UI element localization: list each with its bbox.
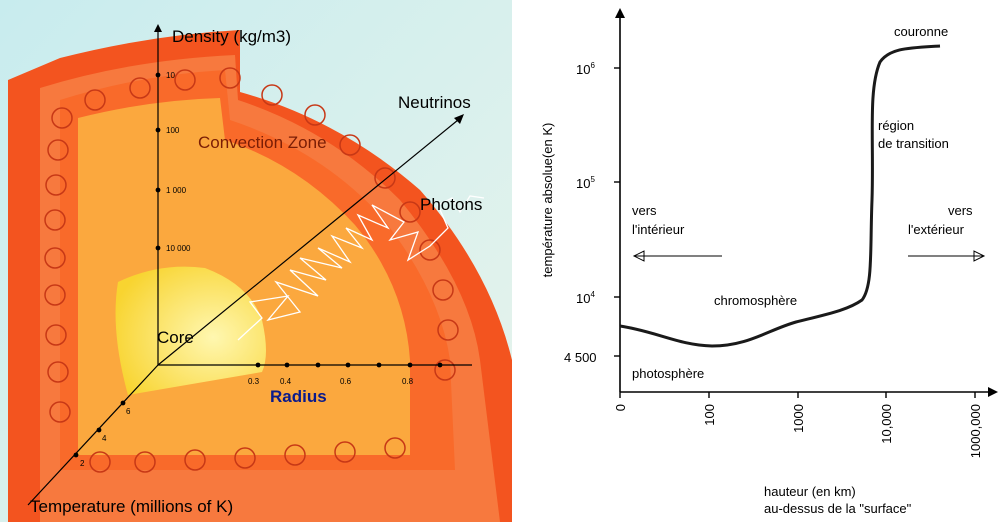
y-axis-label: température absolue(en K) bbox=[540, 123, 555, 278]
temperature-curve bbox=[619, 44, 941, 348]
photons-label: Photons bbox=[420, 195, 482, 214]
density-tick-label: 10 000 bbox=[166, 244, 191, 253]
core-label: Core bbox=[157, 328, 194, 347]
inward-label-line2: l'intérieur bbox=[632, 222, 685, 237]
x-tick-label: 0 bbox=[613, 404, 628, 411]
convection-zone-label: Convection Zone bbox=[198, 133, 327, 152]
x-tick-label: 100 bbox=[702, 404, 717, 426]
couronne-label: couronne bbox=[894, 24, 948, 39]
convection-cells bbox=[44, 67, 459, 473]
neutrino-arrowhead bbox=[454, 114, 464, 124]
y-axis-arrowhead bbox=[615, 8, 625, 18]
region-label-line2: de transition bbox=[878, 136, 949, 151]
chromosphere-label: chromosphère bbox=[714, 293, 797, 308]
y-tick-label: 4 500 bbox=[564, 350, 597, 365]
density-tick-marks bbox=[155, 72, 161, 251]
neutrinos-label: Neutrinos bbox=[398, 93, 471, 112]
photosphere-label: photosphère bbox=[632, 366, 704, 381]
x-axis-arrowhead bbox=[988, 387, 998, 397]
radius-tick-label: 0.8 bbox=[402, 377, 414, 386]
x-tick-label: 1000,000 bbox=[968, 404, 983, 458]
photon-random-walk bbox=[237, 195, 485, 341]
outward-label-line1: vers bbox=[948, 203, 973, 218]
temperature-tick-label: 6 bbox=[126, 407, 131, 416]
sun-diagram: 10 100 1 000 10 000 0.3 0.4 0.6 0.8 6 4 … bbox=[0, 0, 512, 522]
temperature-profile-chart: 106 105 104 4 500 température absolue(en… bbox=[528, 0, 1006, 522]
axes bbox=[27, 30, 472, 506]
radius-tick-marks bbox=[255, 362, 443, 368]
x-axis-label-line2: au-dessus de la "surface" bbox=[764, 501, 912, 516]
radius-label: Radius bbox=[270, 387, 327, 406]
x-tick-marks bbox=[619, 392, 976, 398]
x-tick-label: 10,000 bbox=[879, 404, 894, 444]
temperature-profile-panel: 106 105 104 4 500 température absolue(en… bbox=[528, 0, 1006, 522]
outward-label-line2: l'extérieur bbox=[908, 222, 965, 237]
radius-tick-label: 0.4 bbox=[280, 377, 292, 386]
density-axis-label: Density (kg/m3) bbox=[172, 27, 291, 46]
y-tick-label: 104 bbox=[576, 290, 595, 306]
outward-arrow bbox=[908, 250, 986, 262]
radius-tick-label: 0.3 bbox=[248, 377, 260, 386]
inward-arrow bbox=[632, 250, 722, 262]
temperature-tick-marks bbox=[73, 400, 126, 458]
density-tick-label: 1 000 bbox=[166, 186, 187, 195]
radius-tick-label: 0.6 bbox=[340, 377, 352, 386]
density-tick-label: 100 bbox=[166, 126, 180, 135]
region-label-line1: région bbox=[878, 118, 914, 133]
core-region bbox=[115, 266, 267, 395]
temperature-axis-label: Temperature (millions of K) bbox=[30, 497, 233, 516]
y-tick-marks bbox=[614, 67, 620, 357]
temperature-tick-label: 2 bbox=[80, 459, 85, 468]
inward-label-line1: vers bbox=[632, 203, 657, 218]
x-axis-label-line1: hauteur (en km) bbox=[764, 484, 856, 499]
y-tick-label: 105 bbox=[576, 175, 595, 191]
density-arrowhead bbox=[154, 24, 162, 32]
sun-diagram-panel: 10 100 1 000 10 000 0.3 0.4 0.6 0.8 6 4 … bbox=[0, 0, 512, 522]
x-tick-label: 1000 bbox=[791, 404, 806, 433]
y-tick-label: 106 bbox=[576, 61, 595, 77]
density-tick-label: 10 bbox=[166, 71, 175, 80]
temperature-tick-label: 4 bbox=[102, 434, 107, 443]
